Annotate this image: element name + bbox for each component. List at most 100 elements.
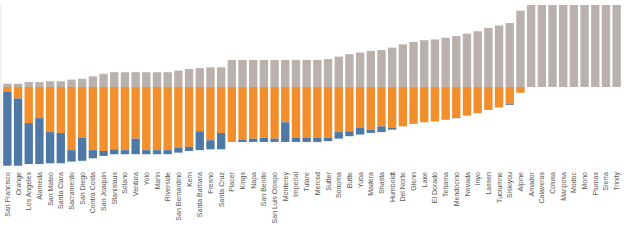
bar-segment xyxy=(142,87,150,150)
bar-segment xyxy=(302,138,310,142)
bar-segment xyxy=(131,139,139,155)
bar-segment xyxy=(99,151,107,156)
bar-segment xyxy=(67,87,75,150)
bar-segment xyxy=(131,72,139,87)
bar-segment xyxy=(164,72,172,87)
bar-segment xyxy=(35,87,43,118)
bar-segment xyxy=(409,87,417,124)
x-tick-label: Sutter xyxy=(325,171,332,190)
bar-segment xyxy=(399,44,407,45)
bar-segment xyxy=(527,5,535,6)
x-tick-label: Inyo xyxy=(474,172,482,185)
bar-segment xyxy=(206,67,214,87)
bar-segment xyxy=(35,118,43,164)
bar-segment xyxy=(495,26,503,88)
bar-segment xyxy=(110,87,118,149)
bar-segment xyxy=(281,122,289,142)
bar-segment xyxy=(249,87,257,139)
chart: San FranciscoOrangeLos AngelesAlamedaSan… xyxy=(0,0,624,233)
bar-segment xyxy=(602,5,610,6)
bar-segment xyxy=(335,87,343,132)
bar-segment xyxy=(270,60,278,87)
bar-segment xyxy=(3,92,11,166)
bar-segment xyxy=(174,71,182,87)
bar-segment xyxy=(516,10,524,11)
bar-segment xyxy=(3,84,11,87)
bar-segment xyxy=(345,87,353,131)
bar-segment xyxy=(185,147,193,151)
x-tick-label: Lassen xyxy=(485,172,492,195)
x-tick-label: San Francisco xyxy=(4,172,11,217)
bar-segment xyxy=(238,87,246,139)
bar-segment xyxy=(25,123,33,164)
x-tick-label: San Mateo xyxy=(47,172,54,206)
bar-segment xyxy=(409,41,417,42)
bar-segment xyxy=(174,87,182,148)
x-tick-label: San Bernardino xyxy=(175,172,182,221)
x-tick-label: Tuolumne xyxy=(496,172,503,203)
bar-segment xyxy=(431,39,439,87)
bar-segment xyxy=(185,69,193,87)
bar-segment xyxy=(89,87,97,150)
bar-segment xyxy=(89,150,97,158)
x-tick-label: Calaveras xyxy=(538,172,545,204)
bar-segment xyxy=(580,5,588,6)
bar-segment xyxy=(335,57,343,87)
bar-segment xyxy=(217,133,225,149)
bar-segment xyxy=(217,87,225,133)
bar-segment xyxy=(538,5,546,87)
bar-segment xyxy=(452,87,460,117)
bar-segment xyxy=(335,132,343,139)
bar-segment xyxy=(313,60,321,87)
x-tick-label: Sacramento xyxy=(68,172,75,210)
bar-segment xyxy=(153,72,161,87)
x-tick-label: Contra Costa xyxy=(89,172,96,213)
bar-segment xyxy=(324,87,332,138)
bar-segment xyxy=(516,11,524,87)
bar-segment xyxy=(185,87,193,147)
bar-segment xyxy=(324,59,332,87)
bar-segment xyxy=(196,131,204,150)
x-tick-label: Santa Cruz xyxy=(218,172,225,208)
bar-segment xyxy=(570,5,578,6)
bar-segment xyxy=(356,53,364,87)
x-tick-label: Tulare xyxy=(303,172,310,192)
bar-segment xyxy=(89,76,97,87)
bar-segment xyxy=(206,140,214,149)
bar-segment xyxy=(249,139,257,142)
bar-segment xyxy=(46,81,54,87)
bar-segment xyxy=(142,72,150,87)
bar-segment xyxy=(441,37,449,38)
bar-segment xyxy=(14,84,22,87)
bar-segment xyxy=(238,60,246,87)
bar-segment xyxy=(270,139,278,142)
x-tick-label: Ventura xyxy=(132,172,139,196)
bar-segment xyxy=(388,87,396,128)
x-tick-label: Solano xyxy=(121,172,128,194)
bar-segment xyxy=(495,87,503,108)
x-tick-label: Merced xyxy=(314,172,321,195)
bar-segment xyxy=(591,5,599,87)
bar-segment xyxy=(463,33,471,34)
bar-segment xyxy=(292,138,300,142)
bar-segment xyxy=(367,51,375,87)
bar-segment xyxy=(452,117,460,119)
bar-segment xyxy=(420,40,428,41)
bar-segment xyxy=(388,48,396,87)
bar-segment xyxy=(164,150,172,154)
bar-segment xyxy=(559,5,567,87)
bar-segment xyxy=(506,87,514,104)
bar-segment xyxy=(431,87,439,121)
bar-segment xyxy=(409,42,417,87)
bar-segment xyxy=(196,68,204,87)
bar-segment xyxy=(313,138,321,142)
bar-segment xyxy=(377,50,385,87)
x-tick-label: San Joaquin xyxy=(100,172,108,211)
x-tick-label: Stanislaus xyxy=(111,172,118,205)
x-tick-label: Sierra xyxy=(602,172,609,191)
bar-segment xyxy=(367,130,375,133)
x-tick-label: Alameda xyxy=(36,172,43,200)
bar-segment xyxy=(206,87,214,140)
x-tick-label: Glenn xyxy=(410,172,417,191)
bar-segment xyxy=(46,87,54,132)
